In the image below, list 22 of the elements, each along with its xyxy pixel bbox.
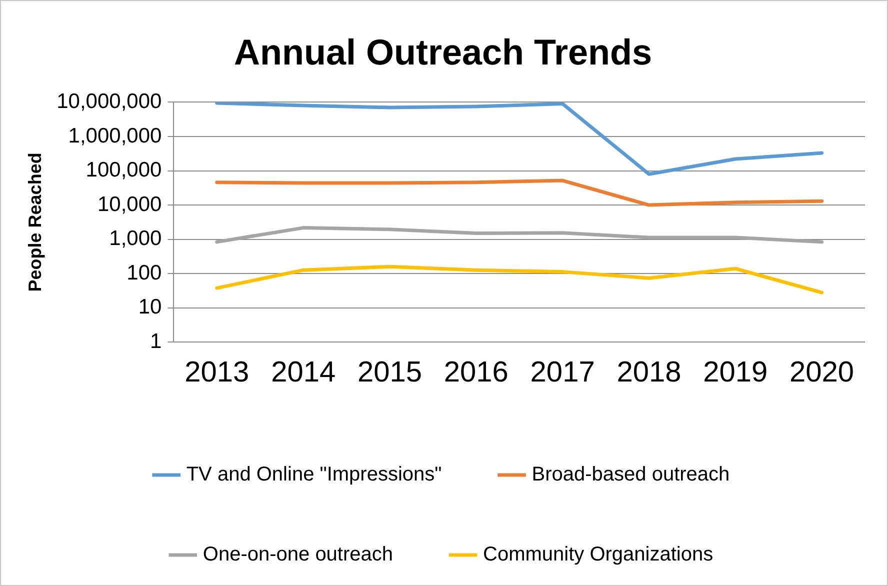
legend-label: One-on-one outreach <box>202 544 394 566</box>
y-tick-label: 1,000,000 <box>68 124 162 148</box>
x-tick-label: 2017 <box>530 356 595 389</box>
x-tick-label: 2015 <box>357 356 422 389</box>
y-tick-label: 10,000 <box>97 192 162 216</box>
x-tick-label: 2018 <box>616 356 682 389</box>
y-tick-label: 10 <box>138 296 162 319</box>
legend-label: Community Organizations <box>483 544 714 566</box>
chart-title: Annual Outreach Trends <box>234 32 652 73</box>
x-tick-label: 2020 <box>790 356 854 389</box>
x-tick-label: 2019 <box>703 356 768 389</box>
y-tick-label: 1,000 <box>109 227 162 250</box>
y-tick-label: 100 <box>126 261 162 284</box>
y-tick-label: 100,000 <box>86 158 162 182</box>
x-tick-label: 2016 <box>444 356 508 389</box>
x-tick-label: 2014 <box>271 356 336 389</box>
y-tick-label: 1 <box>150 330 162 353</box>
legend-label: Broad-based outreach <box>532 464 730 486</box>
y-axis-title: People Reached <box>24 152 45 292</box>
x-tick-label: 2013 <box>184 356 250 389</box>
legend-label: TV and Online "Impressions" <box>186 464 442 486</box>
y-tick-label: 10,000,000 <box>56 90 162 113</box>
